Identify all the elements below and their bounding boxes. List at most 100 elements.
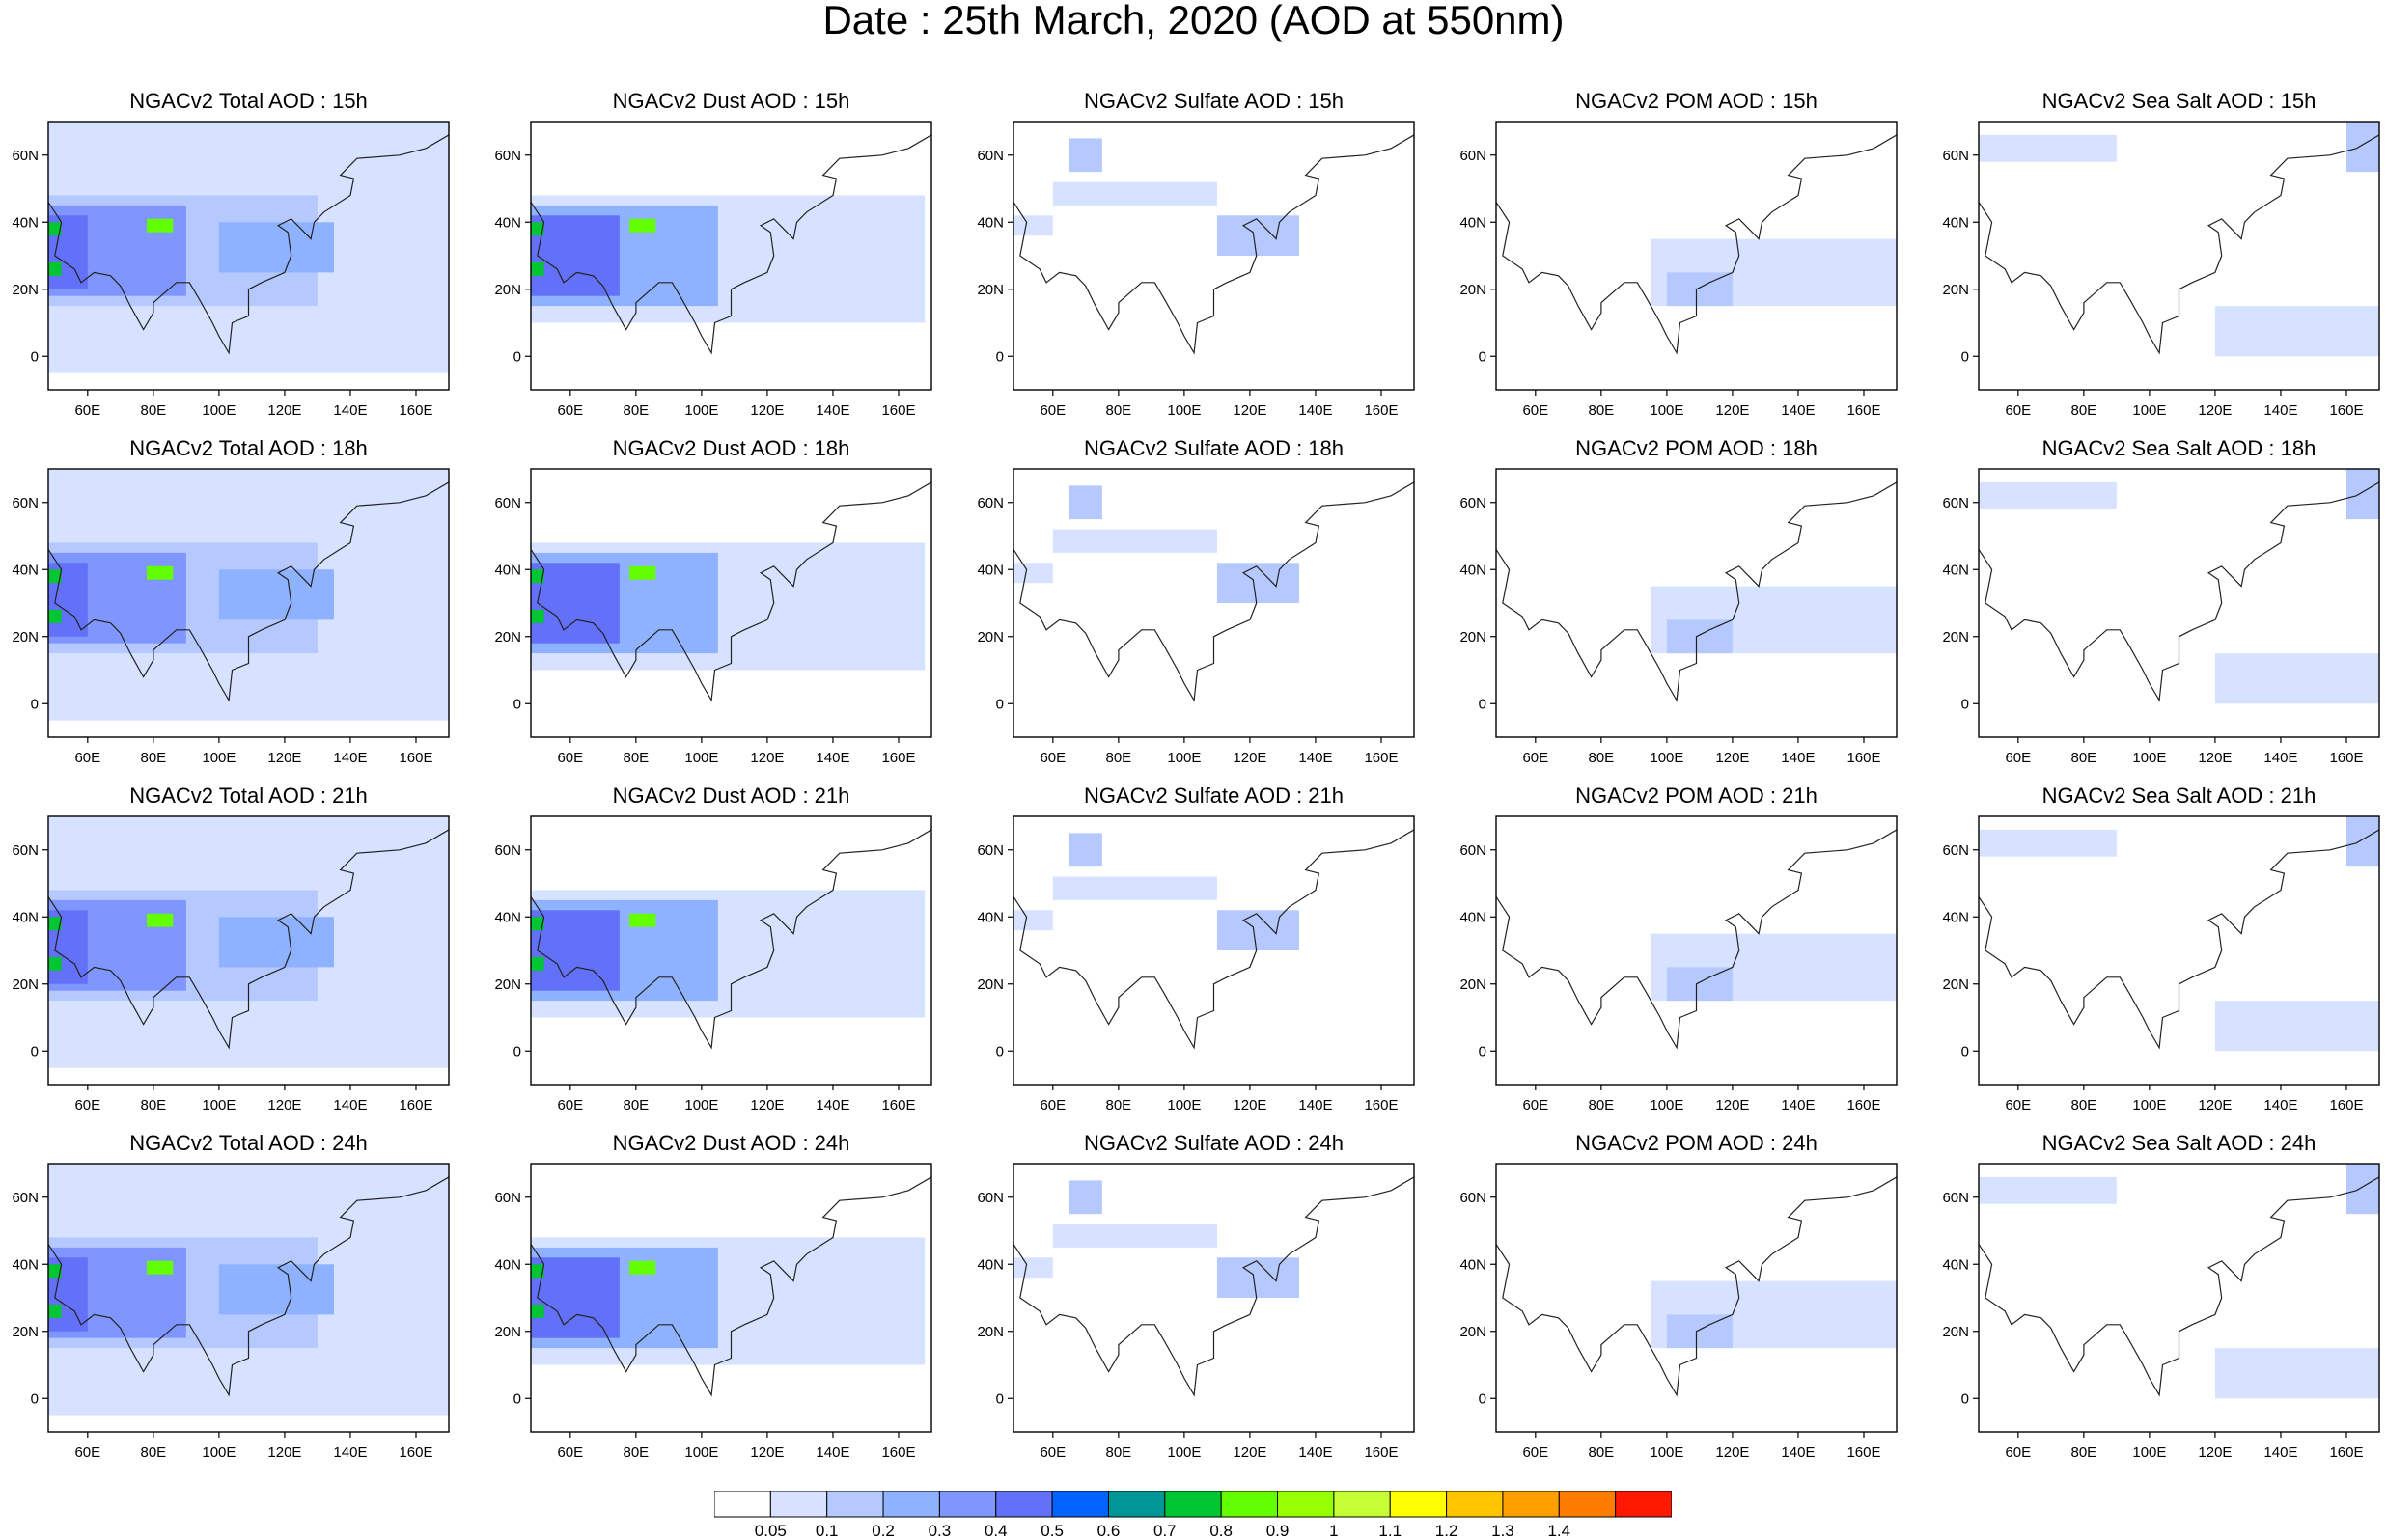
aod-cell bbox=[1052, 181, 1217, 206]
x-tick-label: 120E bbox=[2198, 402, 2232, 419]
y-tick-label: 40N bbox=[12, 909, 39, 925]
x-tick-label: 140E bbox=[1298, 402, 1332, 419]
y-tick-label: 0 bbox=[1479, 1390, 1486, 1407]
colorbar-label: 1.2 bbox=[1435, 1522, 1458, 1539]
y-tick-label: 60N bbox=[1459, 495, 1486, 511]
coastline bbox=[1979, 134, 2379, 355]
coastline bbox=[1496, 1176, 1897, 1397]
aod-cell bbox=[48, 261, 62, 276]
y-tick-label: 0 bbox=[1479, 1043, 1486, 1059]
y-tick-label: 40N bbox=[494, 562, 521, 578]
panel-title: NGACv2 Sea Salt AOD : 15h bbox=[2041, 89, 2317, 113]
y-tick-label: 40N bbox=[494, 1256, 521, 1273]
y-tick-label: 40N bbox=[494, 909, 521, 925]
panel-grid: NGACv2 Total AOD : 15h 60E 80E 100E 120E 140E… bbox=[2, 89, 2387, 1471]
y-tick-label: 0 bbox=[513, 1043, 521, 1059]
x-tick-label: 80E bbox=[1106, 750, 1132, 766]
aod-cell bbox=[1013, 910, 1053, 931]
aod-cell bbox=[2345, 122, 2379, 173]
map-frame bbox=[47, 121, 450, 391]
map-panel-total-24h: NGACv2 Total AOD : 24h 60E 80E 100E 120E 140E… bbox=[2, 1131, 458, 1471]
coastline bbox=[531, 481, 931, 702]
x-tick-label: 100E bbox=[1167, 750, 1201, 766]
colorbar-swatch bbox=[882, 1491, 940, 1518]
map-panel-dust-24h: NGACv2 Dust AOD : 24h 60E 80E 100E 120E 140E 1… bbox=[485, 1131, 941, 1471]
colorbar-label: 0.7 bbox=[1153, 1522, 1177, 1539]
x-tick-label: 160E bbox=[1364, 750, 1398, 766]
aod-cell bbox=[531, 261, 544, 276]
y-tick-label: 60N bbox=[12, 495, 39, 511]
aod-field bbox=[531, 481, 931, 702]
coastline bbox=[48, 1176, 449, 1397]
map-panel-total-21h: NGACv2 Total AOD : 21h 60E 80E 100E 120E 140E… bbox=[2, 784, 458, 1123]
x-tick-label: 120E bbox=[267, 750, 301, 766]
colorbar-swatch bbox=[1389, 1491, 1448, 1518]
x-tick-label: 160E bbox=[881, 750, 915, 766]
aod-cell bbox=[147, 1260, 174, 1275]
y-tick-label: 0 bbox=[513, 1390, 521, 1407]
aod-field bbox=[1496, 134, 1897, 355]
aod-field bbox=[1496, 481, 1897, 702]
x-tick-label: 140E bbox=[816, 402, 849, 419]
aod-cell bbox=[147, 913, 174, 927]
aod-cell bbox=[48, 917, 62, 931]
coastline bbox=[531, 134, 931, 355]
x-tick-label: 80E bbox=[1106, 1444, 1132, 1461]
coastline bbox=[48, 481, 449, 702]
aod-field bbox=[1013, 134, 1414, 355]
x-tick-label: 60E bbox=[557, 750, 583, 766]
y-tick-label: 60N bbox=[494, 495, 521, 511]
map-panel-pom-18h: NGACv2 POM AOD : 18h 60E 80E 100E 120E 140E 16… bbox=[1450, 436, 1906, 776]
y-tick-label: 60N bbox=[494, 148, 521, 164]
map-panel-seasalt-21h: NGACv2 Sea Salt AOD : 21h 60E 80E 100E 120E 1… bbox=[1932, 784, 2387, 1123]
aod-cell bbox=[531, 563, 620, 644]
x-tick-label: 120E bbox=[267, 402, 301, 419]
x-tick-label: 60E bbox=[74, 402, 100, 419]
panel-title: NGACv2 POM AOD : 21h bbox=[1575, 784, 1818, 808]
x-tick-label: 80E bbox=[624, 1097, 650, 1114]
y-tick-label: 40N bbox=[12, 214, 39, 231]
map-frame bbox=[530, 468, 932, 738]
x-tick-label: 80E bbox=[624, 750, 650, 766]
y-tick-label: 20N bbox=[1942, 1324, 1969, 1340]
aod-cell bbox=[531, 956, 544, 971]
coastline bbox=[1496, 829, 1897, 1050]
aod-field bbox=[1979, 122, 2379, 357]
coastline bbox=[1979, 481, 2379, 702]
map-panel-dust-18h: NGACv2 Dust AOD : 18h 60E 80E 100E 120E 140E 1… bbox=[485, 436, 941, 776]
colorbar-label: 1.1 bbox=[1378, 1522, 1402, 1539]
map-panel-dust-21h: NGACv2 Dust AOD : 21h 60E 80E 100E 120E 140E 1… bbox=[485, 784, 941, 1123]
panel-title: NGACv2 Dust AOD : 24h bbox=[612, 1131, 850, 1155]
x-tick-label: 60E bbox=[2005, 750, 2031, 766]
x-tick-label: 160E bbox=[2329, 1444, 2363, 1461]
map-panel-sulfate-18h: NGACv2 Sulfate AOD : 18h 60E 80E 100E 120E 14… bbox=[967, 436, 1424, 776]
x-tick-label: 140E bbox=[2263, 1097, 2297, 1114]
panel-title: NGACv2 Total AOD : 18h bbox=[129, 436, 368, 460]
x-tick-label: 120E bbox=[267, 1444, 301, 1461]
x-tick-label: 120E bbox=[750, 1444, 784, 1461]
x-tick-label: 60E bbox=[557, 1097, 583, 1114]
colorbar-label: 0.3 bbox=[929, 1522, 952, 1539]
aod-cell bbox=[531, 222, 544, 236]
aod-cell bbox=[1216, 910, 1299, 950]
y-tick-label: 20N bbox=[1459, 629, 1486, 646]
x-tick-label: 80E bbox=[1589, 1444, 1615, 1461]
colorbar-swatch bbox=[1220, 1491, 1279, 1518]
aod-cell bbox=[1216, 1257, 1299, 1298]
x-tick-label: 100E bbox=[2132, 1444, 2166, 1461]
x-tick-label: 140E bbox=[1781, 1444, 1815, 1461]
map-plot: 60E 80E 100E 120E 140E 160E 60N 40N 20N 0 bbox=[1942, 1163, 2380, 1461]
map-plot: 60E 80E 100E 120E 140E 160E 60N 40N 20N 0 bbox=[977, 121, 1415, 419]
x-tick-label: 160E bbox=[399, 750, 432, 766]
aod-cell bbox=[531, 215, 620, 296]
map-panel-total-15h: NGACv2 Total AOD : 15h 60E 80E 100E 120E 140E… bbox=[2, 89, 458, 428]
x-tick-label: 160E bbox=[881, 402, 915, 419]
y-tick-label: 60N bbox=[12, 148, 39, 164]
x-tick-label: 120E bbox=[1233, 1444, 1266, 1461]
y-tick-label: 20N bbox=[977, 282, 1004, 298]
x-tick-label: 100E bbox=[1650, 1097, 1683, 1114]
map-plot: 60E 80E 100E 120E 140E 160E 60N 40N 20N 0 bbox=[494, 468, 932, 766]
panel-title: NGACv2 Total AOD : 15h bbox=[129, 89, 368, 113]
x-tick-label: 160E bbox=[881, 1444, 915, 1461]
aod-cell bbox=[531, 917, 544, 931]
